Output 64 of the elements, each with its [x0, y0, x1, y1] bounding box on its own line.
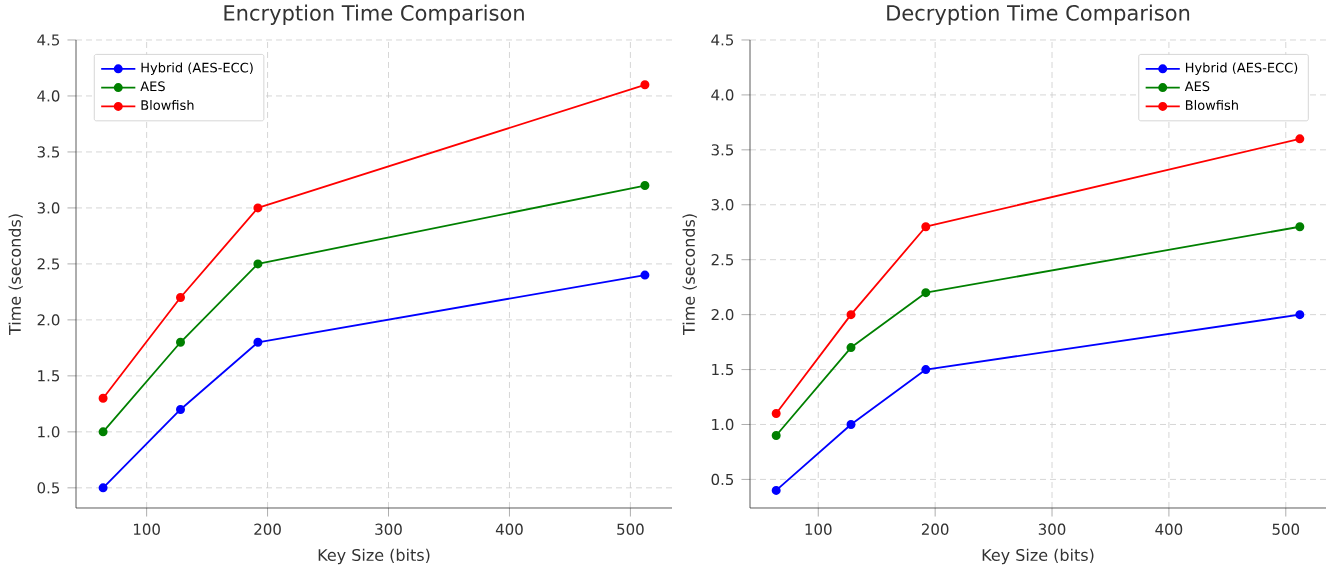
chart-title: Decryption Time Comparison: [887, 4, 1190, 25]
x-tick-label: 500: [1272, 523, 1300, 535]
y-tick-label: 1.0: [712, 418, 734, 431]
x-tick-label: 200: [254, 523, 281, 535]
point: [921, 365, 931, 375]
x-tick-label: 300: [1038, 523, 1066, 535]
point: [640, 80, 650, 90]
y-tick-label: 3.0: [711, 199, 734, 211]
point: [771, 485, 781, 495]
y-tick-label: 1.5: [38, 370, 60, 382]
point: [253, 259, 263, 269]
point: [98, 393, 108, 403]
legend-label: Blowfish: [1185, 99, 1238, 111]
legend-label: AES: [140, 81, 165, 92]
point: [846, 420, 856, 429]
legend-label: Hybrid (AES-ECC): [141, 62, 253, 75]
point: [921, 222, 931, 232]
point: [98, 483, 108, 493]
point: [1295, 222, 1305, 232]
legend-label: Blowfish: [141, 99, 194, 111]
legend-label: AES: [1184, 81, 1210, 92]
chart-title: Encryption Time Comparison: [224, 4, 524, 25]
point: [846, 310, 856, 320]
y-tick-label: 0.5: [711, 473, 734, 486]
y-tick-label: 4.0: [711, 89, 734, 101]
point: [771, 409, 781, 419]
y-axis-title: Time (seconds): [8, 214, 23, 336]
point: [176, 293, 185, 302]
legend-label: Hybrid (AES-ECC): [1185, 62, 1298, 75]
point: [253, 203, 263, 213]
x-tick-label: 300: [375, 523, 402, 535]
y-tick-label: 4.5: [37, 34, 60, 46]
x-tick-label: 500: [617, 523, 644, 535]
point: [921, 288, 931, 298]
x-tick-label: 400: [495, 523, 523, 535]
y-tick-label: 2.5: [37, 258, 60, 270]
x-tick-label: 400: [1155, 523, 1183, 535]
point: [771, 430, 781, 440]
y-tick-label: 3.0: [37, 202, 60, 214]
point: [176, 337, 185, 347]
point: [98, 427, 108, 437]
point: [846, 343, 856, 353]
x-tick-label: 200: [921, 523, 949, 535]
x-tick-label: 100: [133, 523, 160, 535]
point: [640, 270, 650, 280]
y-tick-label: 4.0: [37, 90, 60, 102]
point: [253, 337, 263, 347]
point: [176, 404, 185, 414]
x-axis-title: Key Size (bits): [318, 548, 430, 565]
x-axis-title: Key Size (bits): [982, 548, 1094, 565]
x-tick-label: 100: [805, 523, 832, 535]
y-axis-title: Time (seconds): [682, 214, 697, 336]
y-tick-label: 2.0: [37, 314, 60, 326]
point: [640, 181, 650, 191]
y-tick-label: 3.5: [37, 146, 60, 158]
y-tick-label: 3.5: [711, 144, 734, 156]
y-tick-label: 1.0: [38, 426, 60, 438]
y-tick-label: 2.5: [711, 254, 734, 266]
y-tick-label: 4.5: [711, 34, 734, 46]
y-tick-label: 2.0: [711, 308, 734, 321]
point: [1295, 134, 1305, 144]
y-tick-label: 1.5: [712, 364, 734, 376]
y-tick-label: 0.5: [37, 482, 60, 494]
point: [1295, 310, 1305, 320]
